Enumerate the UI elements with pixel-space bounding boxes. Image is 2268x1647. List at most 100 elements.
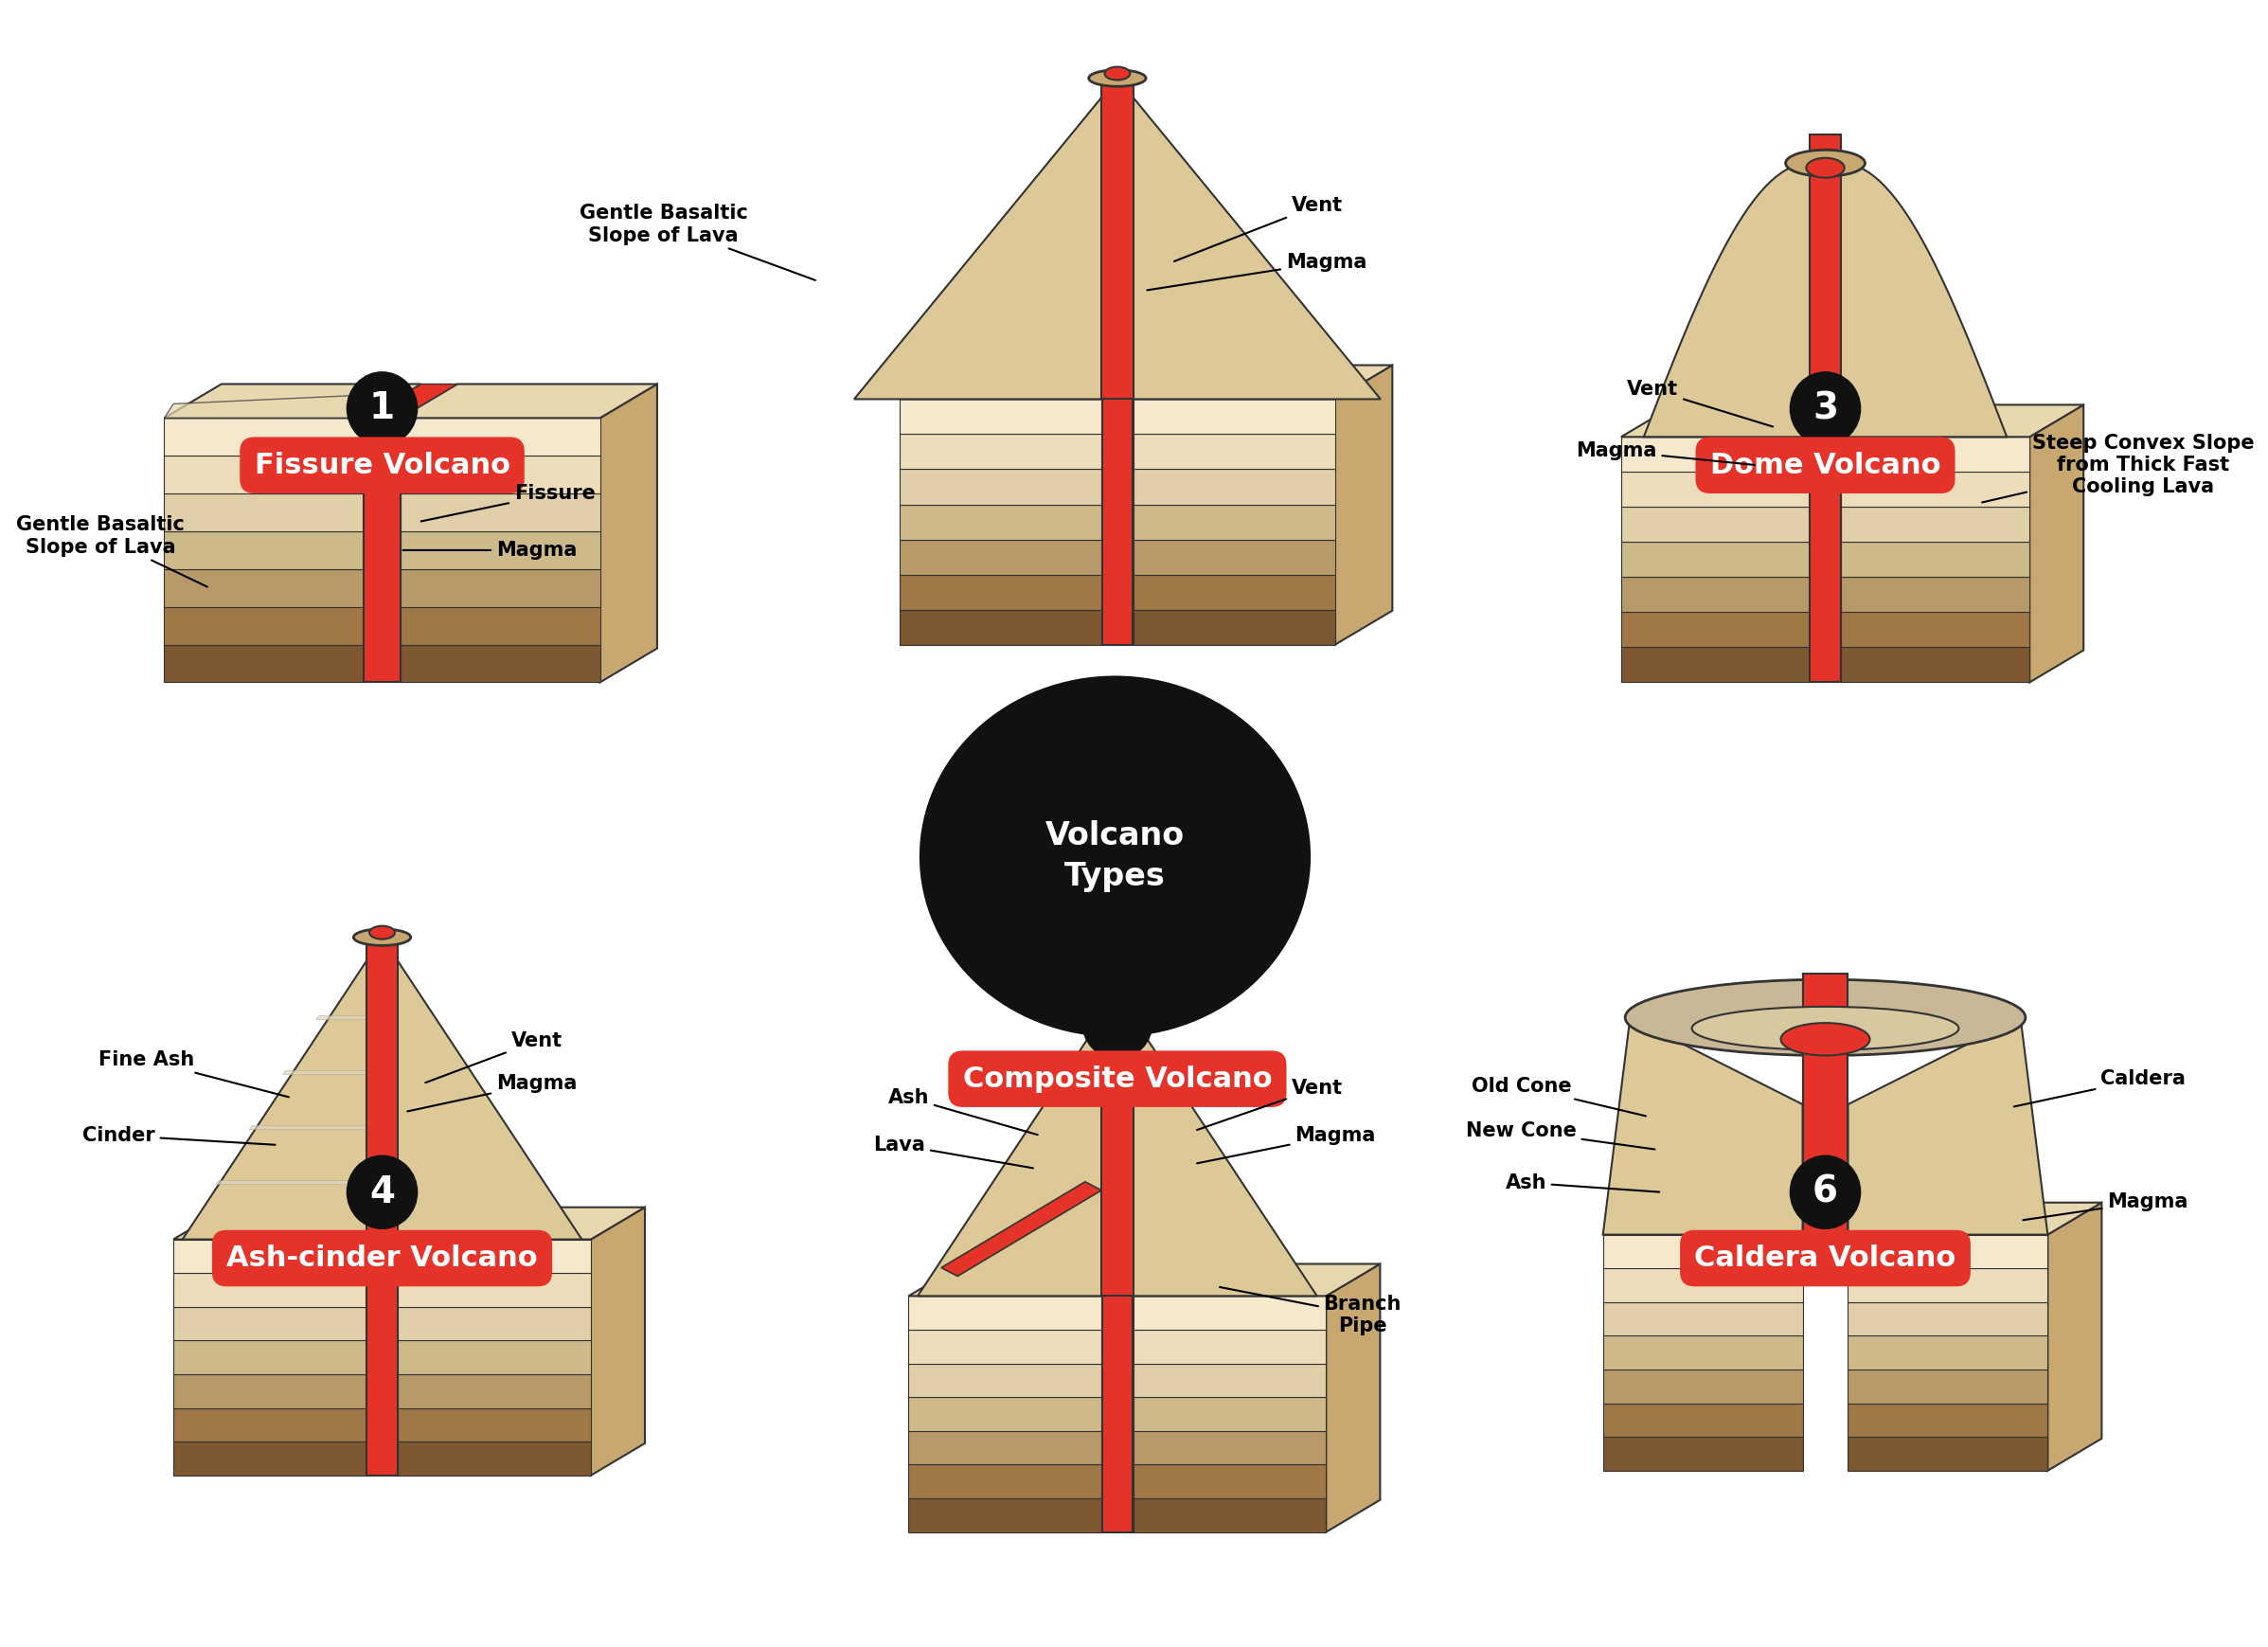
Polygon shape [163, 418, 363, 456]
Text: Caldera Volcano: Caldera Volcano [1694, 1245, 1955, 1271]
Polygon shape [163, 532, 363, 570]
Text: Vent: Vent [426, 1031, 562, 1082]
Ellipse shape [1626, 980, 2025, 1056]
Polygon shape [163, 606, 363, 644]
Polygon shape [1622, 576, 1810, 613]
Polygon shape [909, 1329, 1102, 1364]
Text: 5: 5 [1105, 1005, 1129, 1041]
Text: New Cone: New Cone [1465, 1122, 1656, 1150]
Polygon shape [215, 1181, 367, 1184]
Polygon shape [363, 384, 458, 418]
Polygon shape [855, 77, 1118, 399]
Text: Shield Volcano: Shield Volcano [998, 838, 1236, 866]
Polygon shape [172, 1408, 365, 1441]
Polygon shape [909, 1263, 1154, 1296]
Text: Cinder: Cinder [82, 1127, 274, 1145]
Ellipse shape [1780, 1023, 1869, 1056]
Polygon shape [1134, 1464, 1327, 1499]
Polygon shape [1603, 1268, 1803, 1303]
Text: Vent: Vent [1626, 380, 1774, 427]
Polygon shape [900, 504, 1102, 540]
Polygon shape [399, 644, 601, 682]
Polygon shape [919, 993, 1118, 1296]
Circle shape [1792, 372, 1860, 445]
Polygon shape [1842, 436, 2030, 473]
Polygon shape [941, 1183, 1102, 1276]
Polygon shape [1603, 1403, 1803, 1436]
Polygon shape [1848, 1235, 2048, 1268]
Polygon shape [397, 1408, 592, 1441]
Text: Composite Volcano: Composite Volcano [962, 1066, 1272, 1092]
Polygon shape [284, 1071, 370, 1074]
Ellipse shape [370, 926, 395, 939]
Polygon shape [1848, 1303, 2048, 1336]
Polygon shape [900, 366, 1159, 399]
Polygon shape [909, 1499, 1102, 1532]
Polygon shape [172, 1306, 365, 1341]
Polygon shape [172, 1207, 420, 1239]
Polygon shape [363, 418, 399, 682]
Polygon shape [1826, 163, 2007, 436]
Polygon shape [1327, 1263, 1381, 1532]
Polygon shape [2048, 1202, 2102, 1471]
Polygon shape [1842, 647, 2030, 682]
Polygon shape [1622, 436, 1810, 473]
Polygon shape [249, 1127, 370, 1130]
Polygon shape [601, 384, 658, 682]
Polygon shape [1603, 1202, 1857, 1235]
Polygon shape [1810, 405, 1896, 436]
Polygon shape [1134, 1431, 1327, 1464]
Polygon shape [1603, 1303, 1803, 1336]
Polygon shape [1102, 366, 1191, 399]
Polygon shape [365, 937, 397, 1239]
Text: 6: 6 [1812, 1174, 1837, 1211]
Ellipse shape [919, 675, 1311, 1038]
Polygon shape [1102, 77, 1134, 399]
Polygon shape [172, 1239, 365, 1273]
Polygon shape [1848, 1018, 2048, 1235]
Text: Lava: Lava [873, 1135, 1032, 1168]
Polygon shape [1134, 366, 1393, 399]
Polygon shape [1134, 609, 1336, 644]
Polygon shape [1622, 613, 1810, 647]
Polygon shape [163, 456, 363, 494]
Polygon shape [1603, 1018, 1803, 1235]
Polygon shape [909, 1431, 1102, 1464]
Text: Vent: Vent [1175, 196, 1343, 262]
Polygon shape [1134, 469, 1336, 504]
Polygon shape [163, 384, 422, 418]
Polygon shape [1622, 542, 1810, 576]
Polygon shape [1118, 77, 1381, 399]
Polygon shape [1842, 542, 2030, 576]
Text: Fine Ash: Fine Ash [98, 1051, 288, 1097]
Polygon shape [399, 494, 601, 532]
Polygon shape [1134, 575, 1336, 609]
Text: Caldera: Caldera [2014, 1069, 2186, 1107]
Polygon shape [397, 1273, 592, 1306]
Ellipse shape [354, 929, 411, 945]
Text: Magma: Magma [2023, 1192, 2189, 1220]
Polygon shape [1622, 473, 1810, 507]
Text: Magma: Magma [408, 1074, 576, 1112]
Polygon shape [397, 1207, 644, 1239]
Polygon shape [397, 1441, 592, 1476]
Polygon shape [900, 435, 1102, 469]
Polygon shape [399, 532, 601, 570]
Text: Ash: Ash [1506, 1173, 1660, 1192]
Text: Ash: Ash [889, 1089, 1039, 1135]
Polygon shape [181, 937, 381, 1239]
Polygon shape [1848, 1336, 2048, 1370]
Polygon shape [1842, 576, 2030, 613]
Polygon shape [1134, 399, 1336, 435]
Polygon shape [900, 575, 1102, 609]
Polygon shape [1102, 399, 1132, 644]
Ellipse shape [1785, 150, 1864, 176]
Polygon shape [1622, 405, 1864, 436]
Polygon shape [1803, 1202, 1903, 1235]
Polygon shape [163, 570, 363, 606]
Text: 2: 2 [1105, 777, 1129, 814]
Text: Dome Volcano: Dome Volcano [1710, 451, 1941, 479]
Polygon shape [399, 384, 658, 418]
Polygon shape [365, 1207, 451, 1239]
Circle shape [1082, 759, 1152, 832]
